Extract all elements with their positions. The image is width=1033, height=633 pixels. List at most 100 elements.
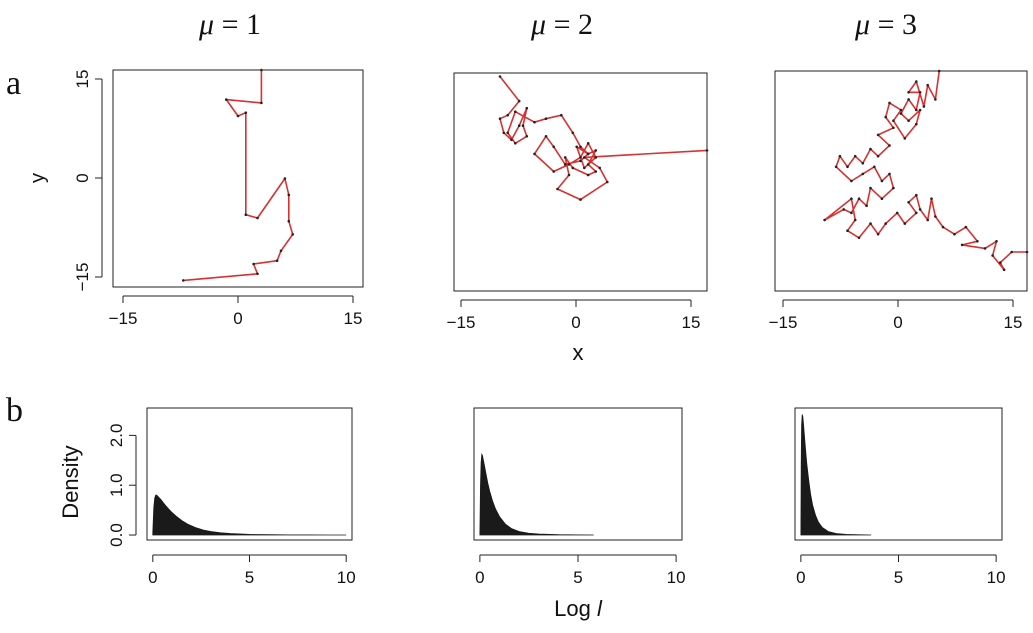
walk-point (900, 109, 903, 112)
walk-point (904, 222, 907, 225)
walk-point (533, 121, 536, 124)
walk-point (552, 146, 555, 149)
walk-point (823, 219, 826, 222)
walk-point (965, 226, 968, 229)
walk-point (846, 166, 849, 169)
walk-point (595, 156, 598, 159)
walk-point (873, 166, 876, 169)
title-mu-3: μ = 3 (854, 8, 917, 41)
walk-point (526, 107, 529, 110)
walk-point (572, 132, 575, 135)
walk-path (825, 71, 1027, 270)
chart-panel-1: −15 0 15 −15 0 15 (73, 69, 363, 328)
walk-point (533, 153, 536, 156)
y-tick-label: 1.0 (107, 473, 126, 497)
walk-point (506, 132, 509, 135)
walk-point (896, 212, 899, 215)
walk-point (256, 273, 259, 276)
walk-point (587, 163, 590, 166)
walk-point (579, 146, 582, 149)
walk-point (245, 111, 248, 114)
x-tick-label: 10 (987, 568, 1006, 587)
plot-frame (113, 70, 363, 287)
walk-path (183, 70, 292, 280)
walk-point (260, 69, 263, 72)
y-tick-label: 0 (73, 173, 92, 182)
walk-point (976, 240, 979, 243)
y-axis-title-a: y (27, 173, 49, 183)
walk-point (881, 197, 884, 200)
walk-point (881, 180, 884, 183)
x-tick-label: 5 (894, 568, 903, 587)
walk-point (877, 233, 880, 236)
walk-point (877, 134, 880, 137)
plot-frame (795, 408, 1002, 540)
walk-point (552, 170, 555, 173)
walk-point (907, 119, 910, 122)
walk-point (291, 233, 294, 236)
x-tick-label: 0 (796, 568, 805, 587)
walk-point (499, 117, 502, 120)
x-tick-label: 0 (571, 313, 580, 332)
walk-point (926, 84, 929, 87)
walk-point (862, 173, 865, 176)
y-axis-title-b: Density (58, 445, 83, 518)
walk-point (892, 119, 895, 122)
x-tick-label: 0 (893, 313, 902, 332)
walk-point (888, 102, 891, 105)
walk-point (942, 226, 945, 229)
walk-point (953, 233, 956, 236)
walk-point (835, 166, 838, 169)
walk-point (869, 148, 872, 151)
walk-point (907, 201, 910, 204)
walk-point (915, 212, 918, 215)
walk-point (288, 194, 291, 197)
walk-point (884, 116, 887, 119)
walk-point (499, 75, 502, 78)
walk-point (583, 156, 586, 159)
walk-point (595, 170, 598, 173)
y-tick-label: 15 (73, 70, 92, 89)
walk-point (514, 110, 517, 113)
walk-point (587, 153, 590, 156)
walk-point (930, 197, 933, 200)
chart-panel-5: 0 5 10 (474, 408, 686, 587)
walk-point (919, 208, 922, 211)
walk-path (500, 77, 707, 200)
walk-point (1010, 251, 1013, 254)
walk-point (915, 123, 918, 126)
walk-point (276, 259, 279, 262)
walk-point (900, 112, 903, 115)
walk-point (904, 137, 907, 140)
walk-point (919, 91, 922, 94)
walk-point (572, 167, 575, 170)
plot-frame (454, 73, 707, 291)
walk-point (560, 114, 563, 117)
walk-point (568, 163, 571, 166)
walk-point (991, 254, 994, 257)
plot-frame (775, 71, 1027, 291)
x-tick-label: 5 (245, 568, 254, 587)
walk-point (923, 105, 926, 108)
x-tick-label: 10 (667, 568, 686, 587)
walk-point (907, 91, 910, 94)
walk-point (587, 174, 590, 177)
walk-point (579, 156, 582, 159)
walk-point (564, 156, 567, 159)
walk-point (862, 162, 865, 165)
walk-point (858, 237, 861, 240)
walk-point (915, 109, 918, 112)
walk-point (999, 261, 1002, 264)
panel-label-a: a (6, 65, 21, 102)
walk-point (888, 173, 891, 176)
panel-label-b: b (6, 392, 23, 429)
walk-point (995, 240, 998, 243)
x-tick-label: −15 (769, 313, 798, 332)
walk-point (850, 212, 853, 215)
walk-point (598, 167, 601, 170)
walk-point (884, 222, 887, 225)
density-area (480, 454, 594, 535)
walk-point (984, 247, 987, 250)
y-tick-label: 0.0 (107, 523, 126, 547)
